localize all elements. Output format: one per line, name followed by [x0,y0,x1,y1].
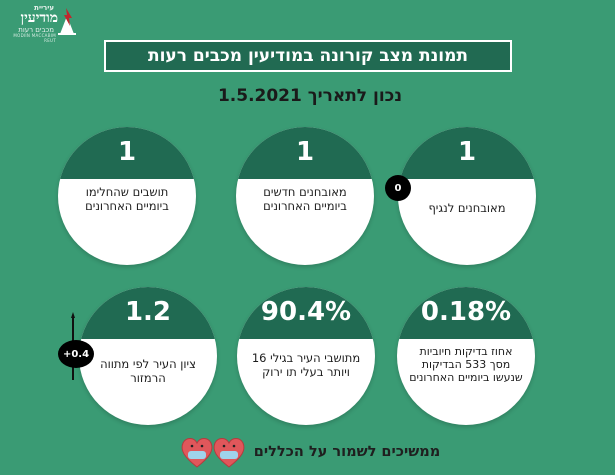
stat-value: 90.4% [260,297,352,327]
logo-subtitle: מכבים רעות [18,26,54,34]
stat-label: תושבים שהחלימו ביומיים האחרונים [85,185,169,213]
page-title: תמונת מצב קורונה במודיעין מכבים רעות [104,40,512,72]
city-logo: עיריית מודיעין מכבים רעות MODIIN MACCABI… [6,4,76,43]
stat-value: 0.18% [420,297,512,327]
score-change-badge: +0.4 [58,340,94,368]
date-line: נכון לתאריך 1.5.2021 [217,86,403,106]
card-cap [398,127,536,179]
stat-value: 1.2 [124,297,172,327]
stat-card-green-pass: 90.4% מתושבי העיר בגילי 16 ויותר בעלי תו… [237,287,375,425]
stat-card-infected: 1 מאובחנים לנגיף [398,127,536,265]
card-cap [58,127,196,179]
infected-change-badge: 0 [385,175,411,201]
stat-label: מתושבי העיר בגילי 16 ויותר בעלי תו ירוק [251,351,361,379]
logo-name: מודיעין [20,10,58,26]
stat-card-new-cases: 1 מאובחנים חדשים ביומיים האחרונים [236,127,374,265]
footer: ממשיכים לשמור על הכללים [160,435,460,469]
stat-label: ציון העיר לפי מתווה הרמזור [100,357,196,385]
stat-card-city-score: 1.2 ציון העיר לפי מתווה הרמזור [79,287,217,425]
stat-value: 1 [457,137,477,167]
logo-mark-icon [58,8,76,35]
stat-value: 1 [295,137,315,167]
stat-value: 1 [117,137,137,167]
card-cap [237,287,375,339]
masked-hearts-icon [181,438,245,468]
stat-label: מאובחנים חדשים ביומיים האחרונים [263,185,347,213]
card-cap [236,127,374,179]
card-cap [79,287,217,339]
stat-card-positive-rate: 0.18% אחוז בדיקות חיוביות מסך 533 הבדיקו… [397,287,535,425]
logo-top-line: עיריית [34,4,54,12]
logo-tagline: MODIIN MACCABIM REUT [13,33,56,43]
footer-text: ממשיכים לשמור על הכללים [253,444,441,460]
stat-label: מאובחנים לנגיף [428,201,506,215]
card-cap [397,287,535,339]
page-title-text: תמונת מצב קורונה במודיעין מכבים רעות [147,46,469,66]
stat-card-recovered: 1 תושבים שהחלימו ביומיים האחרונים [58,127,196,265]
stat-label: אחוז בדיקות חיוביות מסך 533 הבדיקות שנעש… [409,345,523,384]
